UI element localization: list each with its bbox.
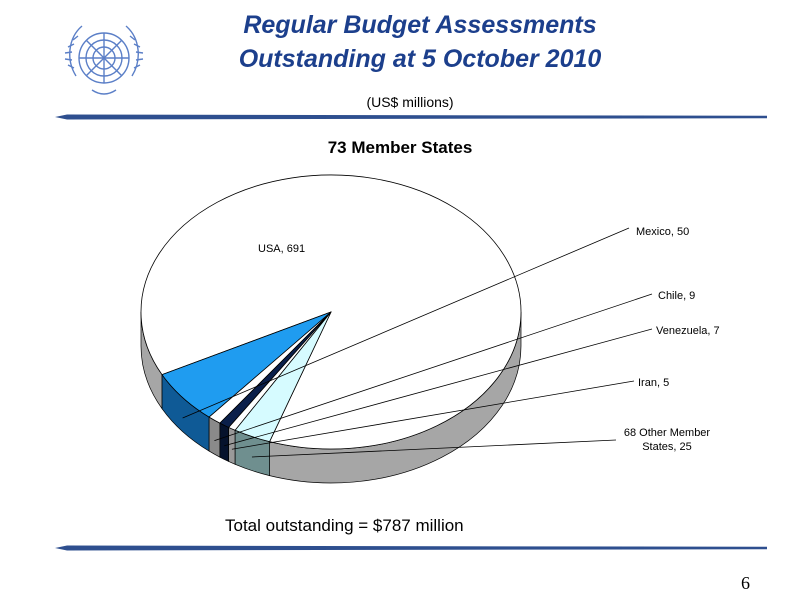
total-outstanding-label: Total outstanding = $787 million	[225, 516, 464, 535]
pie-side-iran	[228, 426, 236, 465]
pie-side-venezuela	[219, 422, 230, 462]
slide-title-line-1: Regular Budget Assessments	[243, 11, 597, 39]
slice-label-iran: Iran, 5	[638, 377, 669, 389]
page-number: 6	[741, 573, 750, 593]
slide-title: Regular Budget Assessments Outstanding a…	[190, 8, 650, 76]
top-divider-line	[55, 114, 767, 120]
slice-label-chile: Chile, 9	[658, 290, 695, 302]
bottom-divider-line	[55, 545, 767, 551]
pie-side-chile	[208, 416, 221, 458]
slice-label-venezuela: Venezuela, 7	[656, 325, 720, 337]
leader-line-other-member-states	[251, 439, 617, 458]
leader-line-chile	[214, 293, 653, 441]
chart-title: 73 Member States	[327, 138, 473, 157]
leader-line-venezuela	[224, 328, 653, 447]
pie-slice-other-member-states	[234, 311, 332, 443]
leader-line-mexico	[182, 227, 630, 419]
un-emblem-logo	[64, 25, 144, 95]
slice-label-mexico: Mexico, 50	[636, 226, 689, 238]
slice-label-usa: USA, 691	[258, 243, 305, 255]
slide-title-line-2: Outstanding at 5 October 2010	[238, 45, 602, 73]
leader-line-iran	[231, 380, 635, 450]
slice-label-other-member-states: 68 Other Member States, 25	[624, 427, 711, 453]
slide-subtitle: (US$ millions)	[366, 94, 454, 110]
